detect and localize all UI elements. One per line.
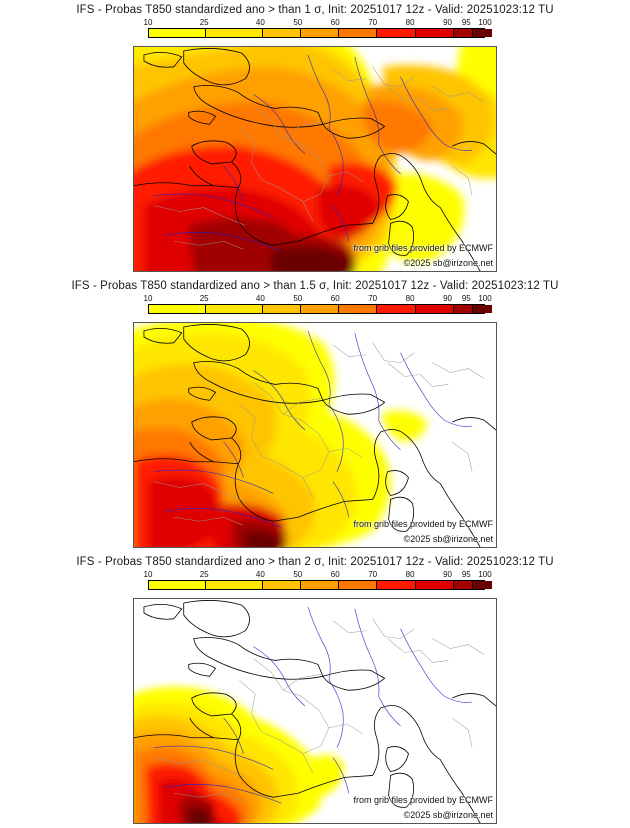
colorbar-band-40-50 — [262, 29, 301, 37]
map-credit-copyright: ©2025 sb@irizone.net — [403, 258, 493, 268]
colorbar-band-90-95 — [453, 305, 474, 313]
colorbar-tick-100: 100 — [478, 294, 492, 303]
colorbar-tick-50: 50 — [293, 570, 303, 579]
colorbar-tick-95: 95 — [461, 570, 471, 579]
colorbar-band-80-90 — [415, 581, 454, 589]
colorbar-tick-25: 25 — [199, 18, 209, 27]
colorbar-tick-60: 60 — [330, 294, 340, 303]
colorbar-tick-50: 50 — [293, 294, 303, 303]
colorbar-band-70-80 — [377, 305, 416, 313]
forecast-panel-1-sigma: IFS - Probas T850 standardized ano > tha… — [0, 0, 630, 276]
colorbar-band-95-100 — [473, 29, 492, 37]
map-canvas-3[interactable]: from grib files provided by ECMWF ©2025 … — [133, 598, 497, 824]
colorbar-band-40-50 — [262, 581, 301, 589]
colorbar-band-10-25 — [149, 581, 206, 589]
colorbar-band-95-100 — [473, 305, 492, 313]
colorbar-band-80-90 — [415, 305, 454, 313]
colorbar-band-10-25 — [149, 29, 206, 37]
panel-title: IFS - Probas T850 standardized ano > tha… — [71, 280, 559, 292]
colorbar-tick-40: 40 — [255, 18, 265, 27]
colorbar-band-25-40 — [205, 29, 263, 37]
colorbar-band-70-80 — [377, 581, 416, 589]
colorbar-tick-40: 40 — [255, 570, 265, 579]
admin-borders-layer-1 — [153, 66, 485, 250]
colorbar-band-50-60 — [300, 305, 340, 313]
colorbar-band-40-50 — [262, 305, 301, 313]
colorbar-swatches-1 — [148, 28, 492, 38]
colorbar-tick-70: 70 — [368, 570, 378, 579]
colorbar-swatches-2 — [148, 304, 492, 314]
colorbar-band-80-90 — [415, 29, 454, 37]
admin-borders-layer-2 — [153, 342, 485, 526]
rivers-layer-3 — [153, 606, 473, 804]
colorbar-tick-labels-2: 10 25 40 50 60 70 80 90 95 100 — [144, 294, 492, 304]
colorbar-band-90-95 — [453, 581, 474, 589]
colorbar-tick-25: 25 — [199, 570, 209, 579]
colorbar-band-25-40 — [205, 305, 263, 313]
colorbar-tick-90: 90 — [443, 570, 452, 579]
colorbar-band-95-100 — [473, 581, 492, 589]
colorbar-band-50-60 — [300, 581, 340, 589]
forecast-panel-2-sigma: IFS - Probas T850 standardized ano > tha… — [0, 552, 630, 828]
rivers-layer-2 — [153, 330, 473, 528]
colorbar-band-70-80 — [377, 29, 416, 37]
colorbar-tick-80: 80 — [405, 18, 415, 27]
map-canvas-1[interactable]: from grib files provided by ECMWF ©2025 … — [133, 46, 497, 272]
colorbar-tick-80: 80 — [405, 570, 415, 579]
coastline-layer-2 — [134, 324, 496, 547]
colorbar-band-60-70 — [339, 29, 378, 37]
rivers-layer-1 — [153, 54, 473, 252]
colorbar-tick-50: 50 — [293, 18, 303, 27]
map-svg-3 — [134, 599, 496, 823]
colorbar-tick-10: 10 — [143, 18, 153, 27]
colorbar-tick-70: 70 — [368, 294, 378, 303]
panel-title: IFS - Probas T850 standardized ano > tha… — [76, 4, 554, 16]
colorbar-tick-80: 80 — [405, 294, 415, 303]
colorbar-tick-60: 60 — [330, 570, 340, 579]
map-credit-source: from grib files provided by ECMWF — [353, 795, 493, 805]
colorbar-tick-100: 100 — [478, 18, 492, 27]
colorbar-tick-10: 10 — [143, 294, 153, 303]
colorbar-band-60-70 — [339, 581, 378, 589]
colorbar-band-25-40 — [205, 581, 263, 589]
colorbar-1: 10 25 40 50 60 70 80 90 95 100 — [144, 18, 492, 40]
map-svg-1 — [134, 47, 496, 271]
map-credit-source: from grib files provided by ECMWF — [353, 243, 493, 253]
colorbar-3: 10 25 40 50 60 70 80 90 95 100 — [144, 570, 492, 592]
colorbar-tick-60: 60 — [330, 18, 340, 27]
colorbar-tick-95: 95 — [461, 294, 471, 303]
map-credit-copyright: ©2025 sb@irizone.net — [403, 534, 493, 544]
admin-borders-layer-3 — [153, 618, 485, 802]
colorbar-band-10-25 — [149, 305, 206, 313]
coastline-layer-1 — [134, 48, 496, 271]
colorbar-tick-25: 25 — [199, 294, 209, 303]
colorbar-tick-90: 90 — [443, 18, 452, 27]
colorbar-tick-40: 40 — [255, 294, 265, 303]
map-credit-source: from grib files provided by ECMWF — [353, 519, 493, 529]
colorbar-tick-95: 95 — [461, 18, 471, 27]
colorbar-tick-70: 70 — [368, 18, 378, 27]
colorbar-tick-labels-1: 10 25 40 50 60 70 80 90 95 100 — [144, 18, 492, 28]
colorbar-tick-labels-3: 10 25 40 50 60 70 80 90 95 100 — [144, 570, 492, 580]
colorbar-tick-90: 90 — [443, 294, 452, 303]
colorbar-tick-100: 100 — [478, 570, 492, 579]
map-credit-copyright: ©2025 sb@irizone.net — [403, 810, 493, 820]
colorbar-band-50-60 — [300, 29, 340, 37]
colorbar-band-60-70 — [339, 305, 378, 313]
probability-field-1 — [134, 47, 496, 271]
coastline-layer-3 — [134, 600, 496, 823]
map-svg-2 — [134, 323, 496, 547]
colorbar-2: 10 25 40 50 60 70 80 90 95 100 — [144, 294, 492, 316]
colorbar-swatches-3 — [148, 580, 492, 590]
colorbar-tick-10: 10 — [143, 570, 153, 579]
colorbar-band-90-95 — [453, 29, 474, 37]
forecast-panel-1p5-sigma: IFS - Probas T850 standardized ano > tha… — [0, 276, 630, 552]
map-canvas-2[interactable]: from grib files provided by ECMWF ©2025 … — [133, 322, 497, 548]
panel-title: IFS - Probas T850 standardized ano > tha… — [76, 556, 554, 568]
probability-field-3 — [134, 686, 345, 823]
